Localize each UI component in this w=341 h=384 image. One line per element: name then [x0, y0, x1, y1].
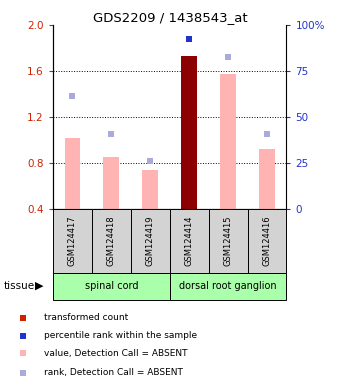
- Bar: [209, 209, 248, 273]
- Bar: [103, 157, 119, 209]
- Point: [187, 36, 192, 42]
- Bar: [248, 209, 286, 273]
- Text: GSM124414: GSM124414: [184, 216, 194, 266]
- Bar: [143, 170, 158, 209]
- Point: [21, 315, 26, 321]
- Point: [21, 350, 26, 356]
- Point: [108, 131, 114, 137]
- Bar: [64, 138, 80, 209]
- Text: GSM124417: GSM124417: [68, 216, 77, 266]
- Text: ▶: ▶: [35, 281, 43, 291]
- Bar: [131, 209, 169, 273]
- Text: transformed count: transformed count: [44, 313, 128, 323]
- Point: [21, 333, 26, 339]
- Bar: [220, 74, 236, 209]
- Point: [70, 93, 75, 99]
- Text: GSM124418: GSM124418: [107, 216, 116, 266]
- Bar: [169, 273, 286, 300]
- Point: [264, 131, 270, 137]
- Point: [21, 370, 26, 376]
- Bar: [181, 56, 197, 209]
- Text: percentile rank within the sample: percentile rank within the sample: [44, 331, 197, 340]
- Text: spinal cord: spinal cord: [85, 281, 138, 291]
- Text: value, Detection Call = ABSENT: value, Detection Call = ABSENT: [44, 349, 187, 358]
- Text: GSM124415: GSM124415: [224, 216, 233, 266]
- Point: [225, 54, 231, 60]
- Text: GSM124419: GSM124419: [146, 216, 155, 266]
- Text: rank, Detection Call = ABSENT: rank, Detection Call = ABSENT: [44, 368, 182, 377]
- Bar: [259, 149, 275, 209]
- Point: [147, 158, 153, 164]
- Bar: [169, 209, 209, 273]
- Bar: [53, 209, 92, 273]
- Text: GSM124416: GSM124416: [263, 216, 271, 266]
- Text: GDS2209 / 1438543_at: GDS2209 / 1438543_at: [93, 12, 248, 25]
- Text: tissue: tissue: [3, 281, 34, 291]
- Bar: [53, 273, 169, 300]
- Bar: [92, 209, 131, 273]
- Text: dorsal root ganglion: dorsal root ganglion: [179, 281, 277, 291]
